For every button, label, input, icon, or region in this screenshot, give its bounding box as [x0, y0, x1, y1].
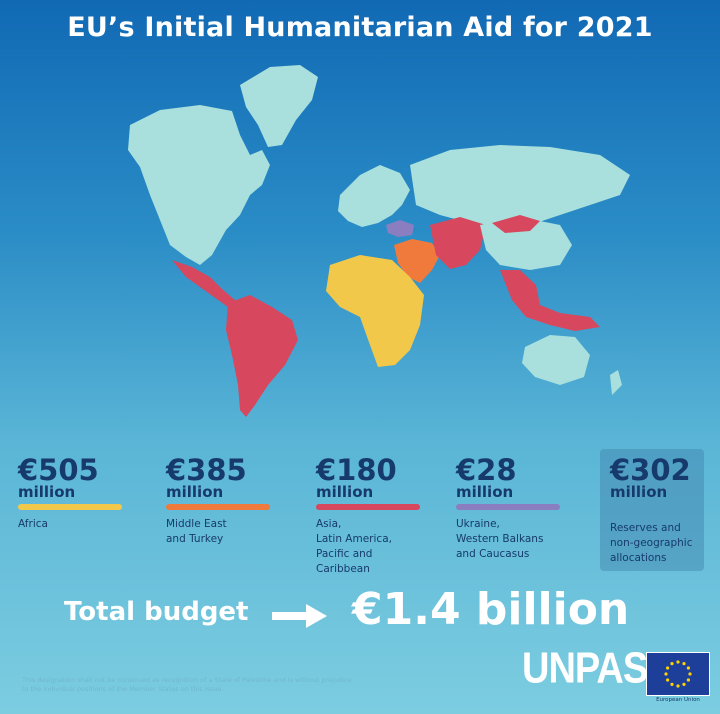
region-color-bar	[166, 504, 270, 510]
region-color-bar	[316, 504, 420, 510]
map-central-america	[172, 260, 236, 307]
region-card-middle-east: €385 million Middle East and Turkey	[166, 455, 276, 547]
region-label: Africa	[18, 518, 48, 530]
disclaimer-text: This designation shall not be construed …	[22, 676, 352, 693]
map-middle-east	[394, 239, 440, 283]
page-title: EU’s Initial Humanitarian Aid for 2021	[67, 12, 653, 43]
total-budget-value: €1.4 billion	[352, 584, 630, 635]
eu-caption: European Union	[656, 697, 700, 703]
organization-name: UNPAS	[522, 644, 648, 694]
region-card-reserves: €302 million Reserves and non-geographic…	[600, 449, 704, 571]
map-europe	[338, 165, 410, 227]
region-color-bar	[456, 504, 560, 510]
region-amount: €28	[456, 453, 517, 487]
region-amount: €505	[18, 453, 99, 487]
region-label: Ukraine, Western Balkans and Caucasus	[456, 518, 544, 560]
region-card-ukraine: €28 million Ukraine, Western Balkans and…	[456, 455, 566, 562]
eu-stars-icon	[664, 660, 692, 688]
map-australia	[522, 335, 590, 385]
region-amount: €180	[316, 453, 397, 487]
arrow-right-icon	[272, 604, 327, 628]
region-unit: million	[166, 483, 224, 501]
map-russia	[410, 145, 630, 227]
region-unit: million	[610, 483, 668, 501]
total-budget-label: Total budget	[64, 597, 249, 627]
map-south-america	[226, 295, 298, 417]
eu-flag-logo	[646, 652, 710, 696]
region-card-africa: €505 million Africa	[18, 455, 128, 532]
region-amount: €385	[166, 453, 247, 487]
map-north-america	[128, 105, 270, 265]
region-unit: million	[456, 483, 514, 501]
map-mongolia	[492, 215, 540, 233]
map-ukraine-balkans	[386, 220, 414, 237]
world-map	[128, 65, 630, 417]
region-label: Asia, Latin America, Pacific and Caribbe…	[316, 518, 392, 575]
region-card-asia-latam: €180 million Asia, Latin America, Pacifi…	[316, 455, 426, 577]
region-amount: €302	[610, 453, 691, 487]
map-central-asia	[430, 217, 486, 269]
map-se-asia	[500, 270, 600, 331]
region-unit: million	[18, 483, 76, 501]
region-label: Reserves and non-geographic allocations	[610, 522, 693, 564]
map-new-zealand	[610, 370, 622, 395]
region-unit: million	[316, 483, 374, 501]
map-greenland	[240, 65, 318, 147]
map-africa	[326, 255, 424, 367]
region-color-bar	[18, 504, 122, 510]
region-label: Middle East and Turkey	[166, 518, 227, 545]
